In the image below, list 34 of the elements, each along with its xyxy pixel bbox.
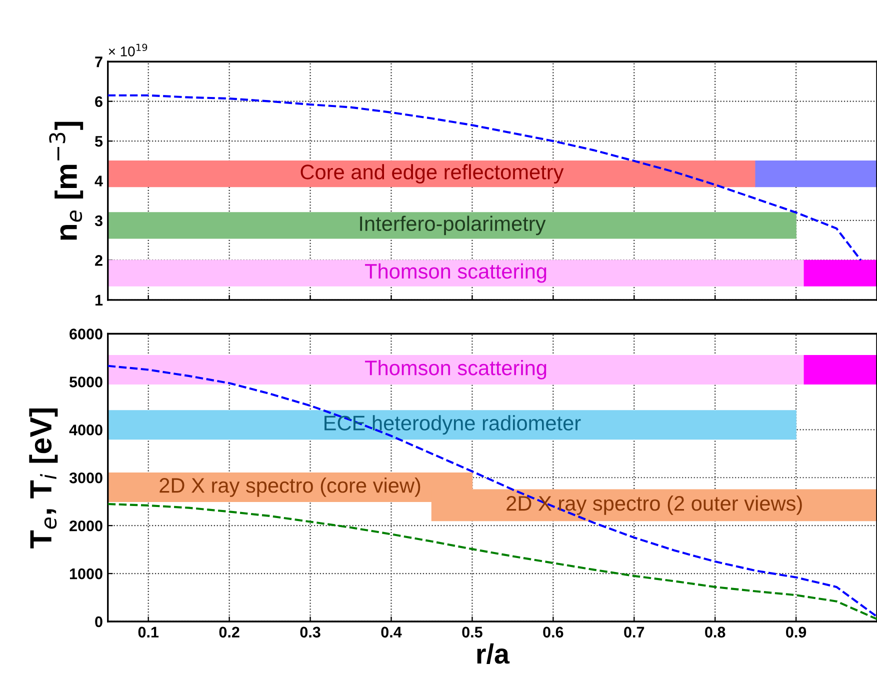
- y-tick-label: 5: [94, 136, 103, 147]
- y-tick-label: 6: [95, 96, 102, 108]
- y-tick-label: 4: [94, 176, 103, 186]
- y-tick-label: 0: [95, 616, 102, 628]
- y-tick-label: 1000: [70, 568, 102, 580]
- y-tick-label: 6000: [70, 328, 102, 340]
- x-tick-label: 0.3: [300, 626, 320, 638]
- x-axis-title: r/a: [477, 643, 510, 664]
- annotation: ECE heterodyne radiometer: [324, 415, 581, 435]
- x-tick-label: 0.4: [381, 626, 402, 638]
- annotation: Thomson scattering: [365, 263, 546, 283]
- text: × 10$^{19}$: [108, 44, 148, 56]
- y-tick-label: 4000: [69, 424, 102, 436]
- annotation: Interfero-polarimetry: [360, 216, 546, 236]
- x-tick-label: 0.1: [138, 626, 159, 638]
- x-tick-label: 0.9: [786, 626, 806, 638]
- y-tick-label: 3000: [69, 472, 102, 484]
- y-axis-title: T$_{e}$, T$_{i}$ [eV]: [29, 408, 58, 548]
- y-tick-label: 3: [94, 215, 102, 226]
- x-tick-label: 0.2: [219, 626, 240, 638]
- annotation: 2D X ray spectro (core view): [160, 478, 420, 497]
- y-tick-label: 7: [95, 56, 102, 68]
- annotation: Thomson scattering: [365, 360, 546, 380]
- y-tick-label: 2000: [70, 520, 102, 532]
- annotation: Core and edge reflectometry: [300, 164, 564, 184]
- x-tick-label: 0.5: [462, 626, 482, 638]
- y-axis-title: n$_{e}$ [m$^{−3}$]: [49, 122, 84, 240]
- line-series: [108, 94, 862, 262]
- y-tick-label: 5000: [69, 376, 102, 388]
- x-tick-label: 0.7: [624, 626, 644, 638]
- y-tick-label: 1: [95, 294, 103, 306]
- y-tick-label: 2: [95, 255, 102, 266]
- x-tick-label: 0.6: [543, 626, 564, 638]
- x-tick-label: 0.8: [705, 626, 726, 638]
